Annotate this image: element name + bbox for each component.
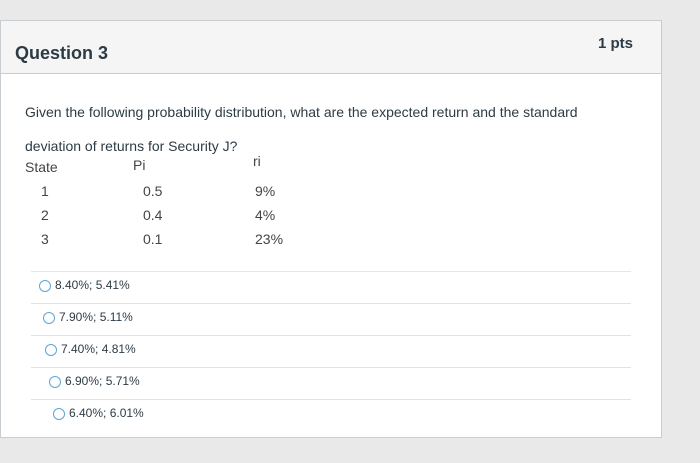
radio-button[interactable] bbox=[49, 376, 61, 388]
table-cell-state: 3 bbox=[41, 231, 49, 247]
table-header-pi: Pi bbox=[133, 157, 146, 173]
question-text: Given the following probability distribu… bbox=[25, 104, 578, 154]
answer-option-label[interactable]: 7.40%; 4.81% bbox=[61, 342, 136, 356]
table-cell-ri: 4% bbox=[255, 207, 276, 223]
answer-option-4[interactable]: 6.90%; 5.71% bbox=[31, 367, 631, 399]
table-cell-ri: 23% bbox=[255, 231, 284, 247]
radio-button[interactable] bbox=[45, 344, 57, 356]
answer-option-2[interactable]: 7.90%; 5.11% bbox=[31, 303, 631, 335]
answer-option-label[interactable]: 8.40%; 5.41% bbox=[55, 278, 130, 292]
radio-button[interactable] bbox=[43, 312, 55, 324]
answer-option-3[interactable]: 7.40%; 4.81% bbox=[31, 335, 631, 367]
table-cell-ri: 9% bbox=[255, 183, 276, 199]
table-cell-pi: 0.5 bbox=[143, 183, 163, 199]
answer-option-label[interactable]: 6.90%; 5.71% bbox=[65, 374, 140, 388]
question-header: Question 3 1 pts bbox=[1, 21, 661, 74]
answer-option-label[interactable]: 6.40%; 6.01% bbox=[69, 406, 144, 420]
table-header-ri: ri bbox=[253, 153, 261, 169]
question-points: 1 pts bbox=[597, 35, 633, 52]
table-header-state: State bbox=[25, 159, 58, 175]
question-card: Question 3 1 pts Given the following pro… bbox=[0, 20, 662, 438]
radio-button[interactable] bbox=[39, 280, 51, 292]
table-cell-state: 2 bbox=[41, 207, 49, 223]
answer-option-label[interactable]: 7.90%; 5.11% bbox=[59, 310, 133, 324]
table-cell-pi: 0.1 bbox=[143, 231, 163, 247]
answer-option-1[interactable]: 8.40%; 5.41% bbox=[31, 271, 631, 303]
answer-options: 8.40%; 5.41% 7.90%; 5.11% 7.40%; 4.81% 6… bbox=[31, 271, 631, 431]
table-cell-pi: 0.4 bbox=[143, 207, 163, 223]
radio-button[interactable] bbox=[53, 408, 65, 420]
answer-option-5[interactable]: 6.40%; 6.01% bbox=[31, 399, 631, 431]
question-title: Question 3 bbox=[15, 43, 109, 63]
table-cell-state: 1 bbox=[41, 183, 49, 199]
